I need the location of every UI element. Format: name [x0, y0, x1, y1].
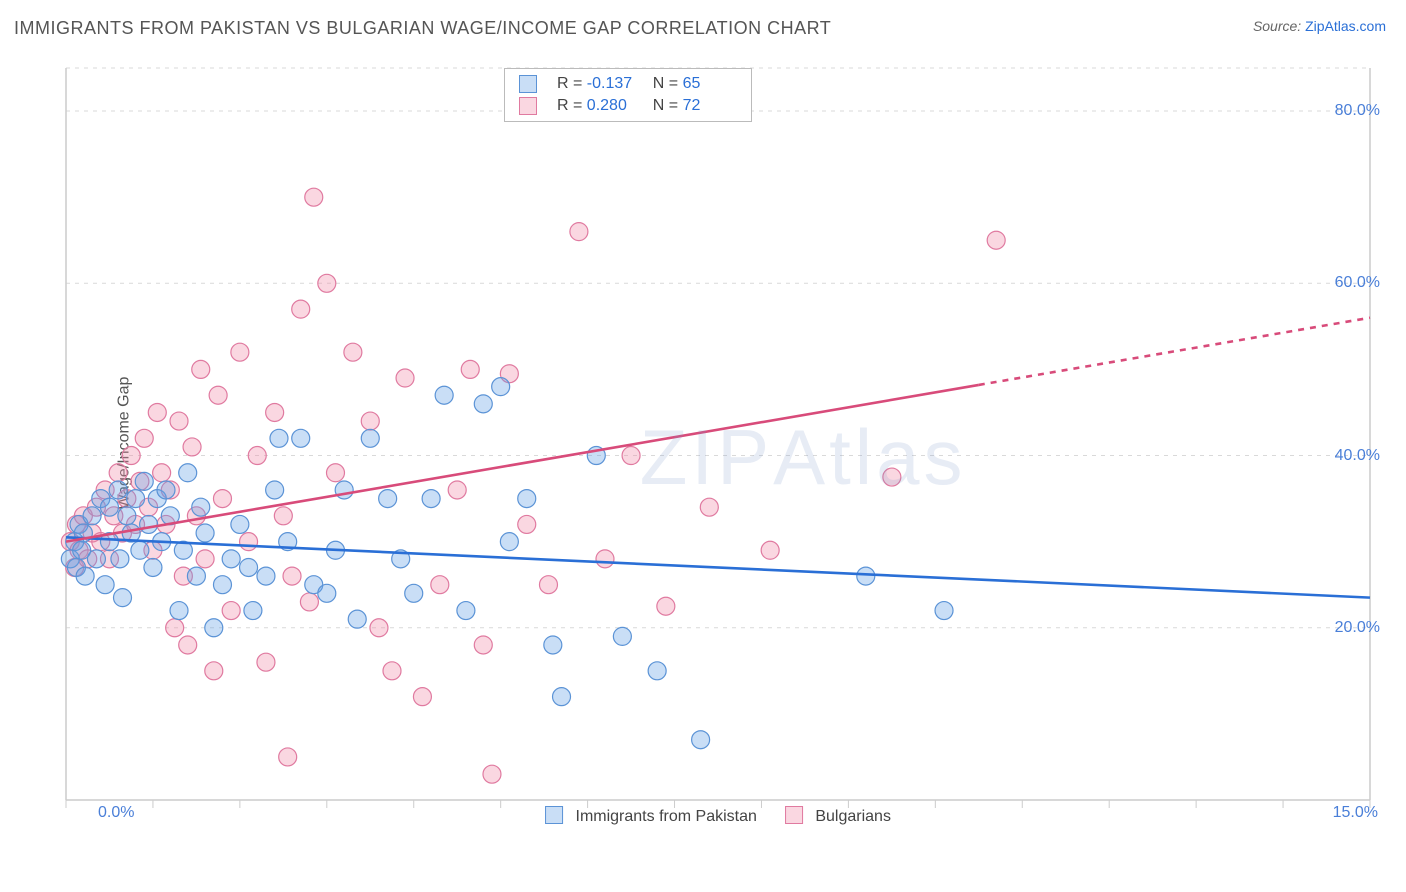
r-label: R =	[557, 97, 582, 114]
chart-area: Wage/Income Gap ZIPAtlas R = -0.137 N = …	[48, 58, 1388, 828]
x-tick-left: 0.0%	[98, 804, 134, 822]
n-value-pink: 72	[683, 97, 737, 115]
r-value-pink: 0.280	[587, 97, 641, 115]
scatter-plot	[48, 58, 1388, 828]
series-name-pink: Bulgarians	[815, 808, 891, 825]
y-tick-label: 80.0%	[1335, 102, 1380, 120]
y-tick-label: 20.0%	[1335, 619, 1380, 637]
legend-row-pink: R = 0.280 N = 72	[519, 97, 737, 115]
source-link[interactable]: ZipAtlas.com	[1305, 18, 1386, 34]
series-legend: Immigrants from Pakistan Bulgarians	[545, 806, 891, 826]
y-tick-label: 60.0%	[1335, 274, 1380, 292]
swatch-blue-icon	[519, 75, 537, 93]
r-label: R =	[557, 75, 582, 92]
legend-item-blue: Immigrants from Pakistan	[545, 806, 757, 826]
swatch-pink-icon	[785, 806, 803, 824]
page: IMMIGRANTS FROM PAKISTAN VS BULGARIAN WA…	[0, 0, 1406, 892]
series-name-blue: Immigrants from Pakistan	[576, 808, 757, 825]
source-attribution: Source: ZipAtlas.com	[1253, 18, 1386, 34]
y-tick-label: 40.0%	[1335, 447, 1380, 465]
legend-row-blue: R = -0.137 N = 65	[519, 75, 737, 93]
r-value-blue: -0.137	[587, 75, 641, 93]
source-label: Source:	[1253, 18, 1301, 34]
n-value-blue: 65	[683, 75, 737, 93]
swatch-blue-icon	[545, 806, 563, 824]
swatch-pink-icon	[519, 97, 537, 115]
n-label: N =	[653, 75, 678, 92]
legend-item-pink: Bulgarians	[785, 806, 891, 826]
n-label: N =	[653, 97, 678, 114]
x-tick-right: 15.0%	[1333, 804, 1378, 822]
chart-title: IMMIGRANTS FROM PAKISTAN VS BULGARIAN WA…	[14, 18, 831, 39]
correlation-legend: R = -0.137 N = 65 R = 0.280 N = 72	[504, 68, 752, 122]
